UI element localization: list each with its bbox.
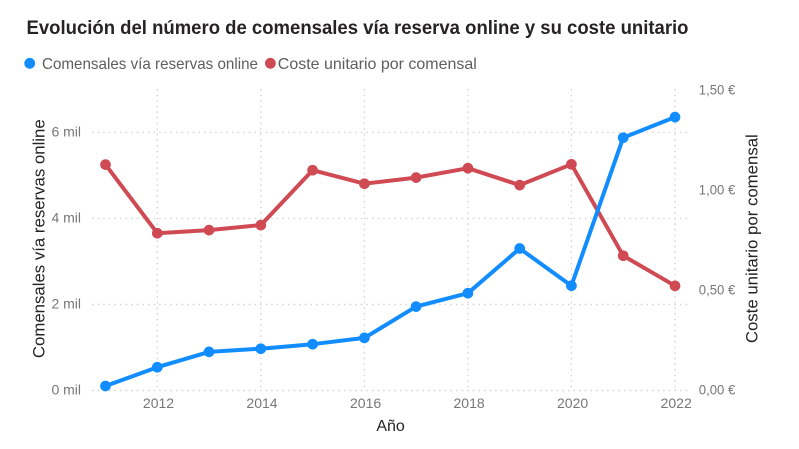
svg-text:1,50 €: 1,50 € [699, 81, 736, 97]
svg-text:2012: 2012 [143, 395, 174, 411]
svg-text:1,00 €: 1,00 € [699, 182, 736, 198]
svg-text:0,00 €: 0,00 € [699, 382, 736, 398]
svg-text:2014: 2014 [246, 395, 277, 411]
svg-text:2016: 2016 [350, 395, 381, 411]
svg-text:Coste unitario por comensal: Coste unitario por comensal [278, 56, 477, 73]
svg-text:Año: Año [376, 418, 405, 435]
svg-text:4 mil: 4 mil [51, 210, 81, 226]
svg-text:Coste unitario por comensal: Coste unitario por comensal [743, 134, 762, 343]
svg-text:0 mil: 0 mil [51, 382, 81, 398]
svg-text:2 mil: 2 mil [51, 296, 81, 312]
svg-text:Comensales vía reservas online: Comensales vía reservas online [30, 119, 49, 358]
svg-text:Comensales vía reservas online: Comensales vía reservas online [42, 56, 258, 73]
svg-text:2020: 2020 [557, 395, 588, 411]
svg-text:2018: 2018 [454, 395, 485, 411]
svg-text:Evolución del número de comens: Evolución del número de comensales vía r… [27, 18, 689, 39]
svg-text:6 mil: 6 mil [51, 124, 81, 140]
svg-text:0,50 €: 0,50 € [699, 282, 736, 298]
svg-text:2022: 2022 [661, 395, 692, 411]
